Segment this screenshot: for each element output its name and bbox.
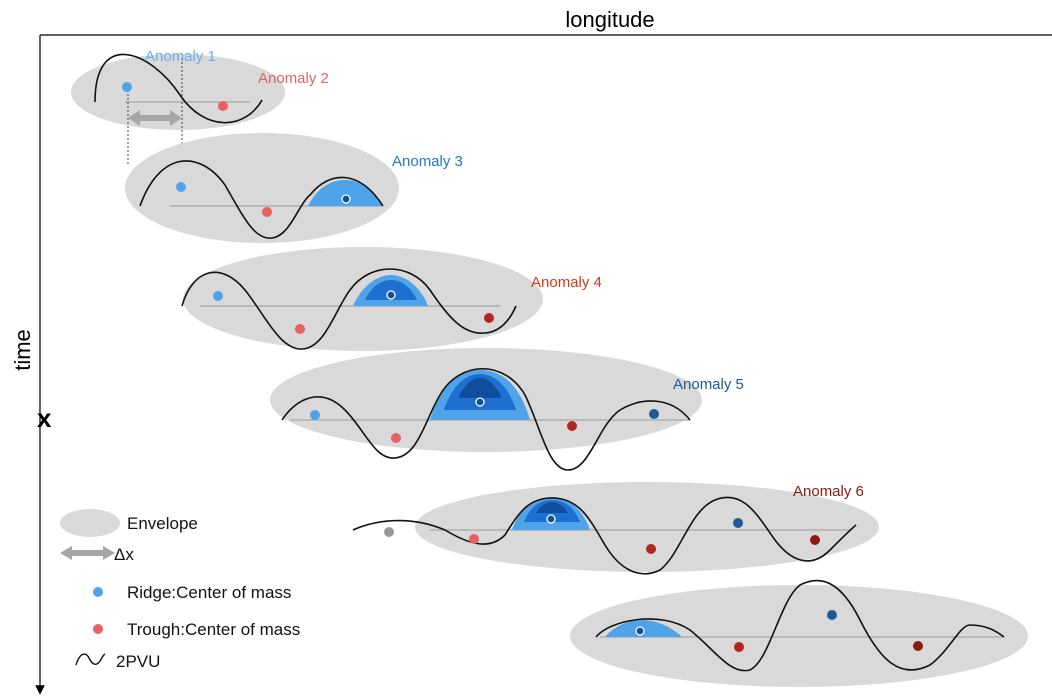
legend-ridge-label: Ridge:Center of mass — [127, 583, 291, 602]
anomaly-label-3: Anomaly 3 — [392, 153, 463, 170]
legend: Envelope Δx Ridge:Center of mass Trough:… — [60, 509, 300, 671]
delta-x-arrow — [128, 110, 182, 126]
legend-ridge: Ridge:Center of mass — [93, 583, 291, 602]
legend-dx: Δx — [60, 545, 134, 564]
trough-point-5b — [646, 544, 656, 554]
ridge-point-4b — [649, 409, 659, 419]
trough-point-5c — [810, 535, 820, 545]
anomaly-center-2 — [341, 194, 351, 204]
ridge-point-1 — [122, 82, 132, 92]
time-marker-x: x — [37, 403, 52, 433]
row-3: Anomaly 4 — [181, 247, 602, 351]
ridge-blob-2 — [308, 180, 382, 206]
neutral-point-5 — [384, 527, 394, 537]
legend-dx-label: Δx — [114, 545, 134, 564]
legend-trough: Trough:Center of mass — [93, 620, 300, 639]
row-4: Anomaly 5 — [270, 348, 744, 471]
trough-point-2 — [262, 207, 272, 217]
row-1: Anomaly 1 Anomaly 2 — [71, 48, 329, 186]
ridge-blob-4-inner — [458, 378, 502, 398]
anomaly-label-4: Anomaly 4 — [531, 274, 602, 291]
anomaly-label-6: Anomaly 6 — [793, 483, 864, 500]
ridge-point-2 — [176, 182, 186, 192]
pv-contour-4 — [281, 367, 691, 471]
ridge-blob-5-inner — [536, 502, 568, 513]
legend-trough-label: Trough:Center of mass — [127, 620, 300, 639]
y-axis-label: time — [10, 329, 35, 371]
legend-pvu-label: 2PVU — [116, 652, 160, 671]
legend-envelope-label: Envelope — [127, 514, 198, 533]
row-6 — [570, 579, 1028, 687]
envelope-6 — [570, 585, 1028, 687]
pv-contour-2 — [139, 160, 384, 239]
row-2: Anomaly 3 — [125, 133, 463, 243]
trough-point-6b — [913, 641, 923, 651]
ridge-blob-3-inner — [365, 280, 417, 300]
x-axis-label: longitude — [565, 7, 654, 32]
trough-point-5 — [469, 534, 479, 544]
trough-point-1 — [218, 101, 228, 111]
anomaly-label-2: Anomaly 2 — [258, 70, 329, 87]
pv-contour-1 — [94, 53, 263, 124]
trough-point-4b — [567, 421, 577, 431]
ridge-point-5 — [733, 518, 743, 528]
legend-trough-dot — [93, 624, 103, 634]
anomaly-center-4 — [475, 397, 485, 407]
ridge-point-4 — [310, 410, 320, 420]
anomaly-center-3 — [386, 290, 396, 300]
legend-dx-arrow — [60, 546, 115, 560]
legend-wave-icon — [75, 653, 106, 666]
ridge-point-3 — [213, 291, 223, 301]
legend-ridge-dot — [93, 587, 103, 597]
row-5: Anomaly 6 — [352, 482, 879, 575]
anomaly-center-6 — [635, 626, 645, 636]
trough-point-3 — [295, 324, 305, 334]
legend-envelope-swatch — [60, 509, 120, 537]
pv-contour-3 — [181, 268, 517, 350]
trough-point-4 — [391, 433, 401, 443]
trough-point-3b — [484, 313, 494, 323]
ridge-point-6 — [827, 610, 837, 620]
legend-pvu: 2PVU — [75, 652, 160, 671]
anomaly-label-5: Anomaly 5 — [673, 376, 744, 393]
anomaly-center-5 — [546, 514, 556, 524]
legend-envelope: Envelope — [60, 509, 198, 537]
envelope-2 — [125, 133, 399, 243]
anomaly-label-1: Anomaly 1 — [145, 48, 216, 65]
pv-contour-6 — [595, 579, 1005, 672]
trough-point-6 — [734, 642, 744, 652]
